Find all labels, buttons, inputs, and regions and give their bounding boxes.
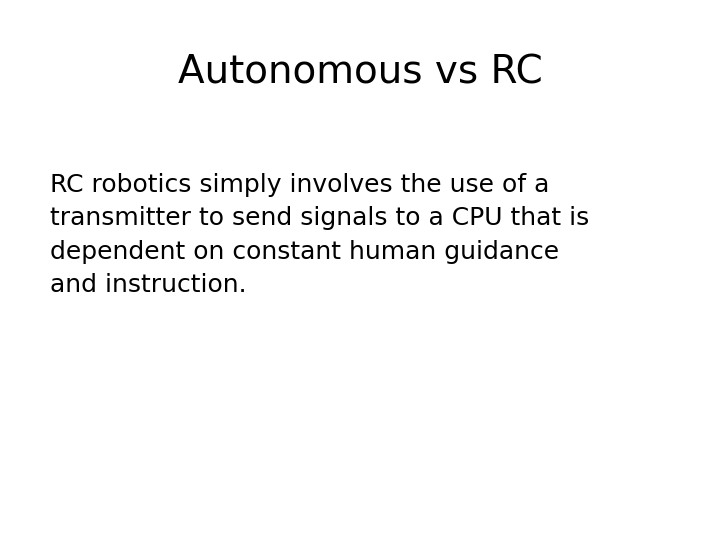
Text: RC robotics simply involves the use of a
transmitter to send signals to a CPU th: RC robotics simply involves the use of a…	[50, 173, 590, 298]
Text: Autonomous vs RC: Autonomous vs RC	[178, 54, 542, 92]
